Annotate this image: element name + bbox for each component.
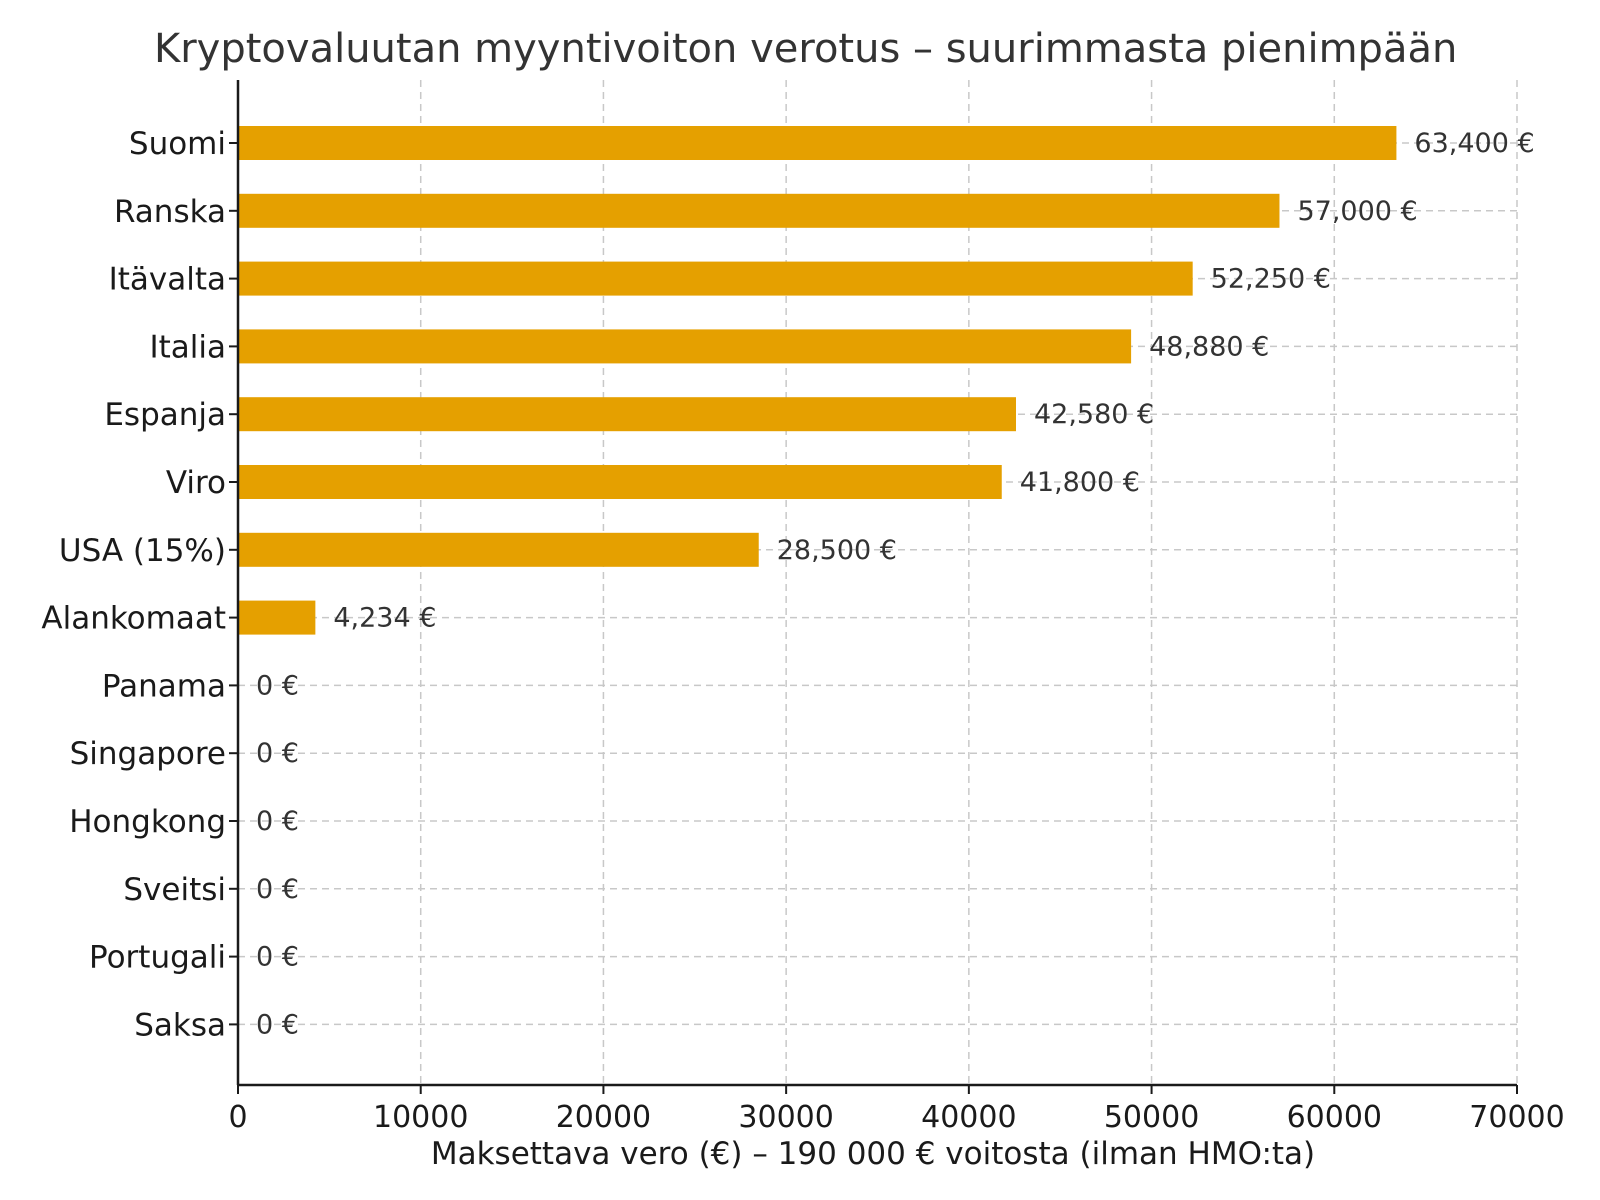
x-tick-label: 30000 xyxy=(738,1100,833,1135)
category-label: Suomi xyxy=(129,126,226,162)
axes: 0 10000 20000 30000 40000 50000 60000 70000 Suom… xyxy=(41,80,1565,1135)
x-tick-label: 70000 xyxy=(1469,1100,1564,1135)
x-axis-title: Maksettava vero (€) – 190 000 € voitosta… xyxy=(431,1136,1315,1172)
category-label: Viro xyxy=(166,465,226,501)
category-label: Hongkong xyxy=(69,804,226,840)
category-label: Ranska xyxy=(114,194,226,230)
value-label: 52,250 € xyxy=(1211,264,1331,295)
value-label: 28,500 € xyxy=(777,535,897,566)
value-label: 0 € xyxy=(256,874,299,905)
category-label: USA (15%) xyxy=(59,533,226,569)
value-label: 0 € xyxy=(256,1009,299,1040)
x-tick-label: 50000 xyxy=(1104,1100,1199,1135)
category-label: Panama xyxy=(102,668,226,704)
category-label: Singapore xyxy=(70,736,226,772)
value-label: 57,000 € xyxy=(1297,196,1417,227)
value-label: 0 € xyxy=(256,670,299,701)
value-label: 63,400 € xyxy=(1414,128,1534,159)
x-tick-label: 40000 xyxy=(921,1100,1016,1135)
x-tick-label: 10000 xyxy=(373,1100,468,1135)
category-label: Saksa xyxy=(134,1007,226,1043)
category-label: Portugali xyxy=(89,940,226,976)
x-tick-label: 0 xyxy=(228,1100,247,1135)
x-tick-label: 20000 xyxy=(556,1100,651,1135)
bar xyxy=(238,126,1397,160)
bar xyxy=(238,465,1002,499)
value-label: 0 € xyxy=(256,738,299,769)
value-label: 0 € xyxy=(256,942,299,973)
value-label: 48,880 € xyxy=(1149,331,1269,362)
chart-title: Kryptovaluutan myyntivoiton verotus – su… xyxy=(154,26,1457,72)
bar xyxy=(238,193,1280,228)
grid-lines xyxy=(238,80,1518,1085)
value-label: 42,580 € xyxy=(1034,399,1154,430)
category-label: Espanja xyxy=(104,397,226,433)
value-label: 41,800 € xyxy=(1020,467,1140,498)
bar xyxy=(238,600,316,635)
bar xyxy=(238,329,1132,364)
value-label: 4,234 € xyxy=(333,603,436,634)
value-labels: 63,400 € 57,000 € 52,250 € 48,880 € 42,580 €… xyxy=(256,128,1535,1040)
x-tick-label: 60000 xyxy=(1287,1100,1382,1135)
value-label: 0 € xyxy=(256,806,299,837)
category-label: Itävalta xyxy=(109,262,226,298)
bar xyxy=(238,397,1016,432)
category-label: Italia xyxy=(149,329,226,365)
bars xyxy=(238,126,1397,635)
bar xyxy=(238,261,1193,296)
bar xyxy=(238,532,759,567)
category-label: Sveitsi xyxy=(123,872,226,908)
category-label: Alankomaat xyxy=(41,601,226,637)
